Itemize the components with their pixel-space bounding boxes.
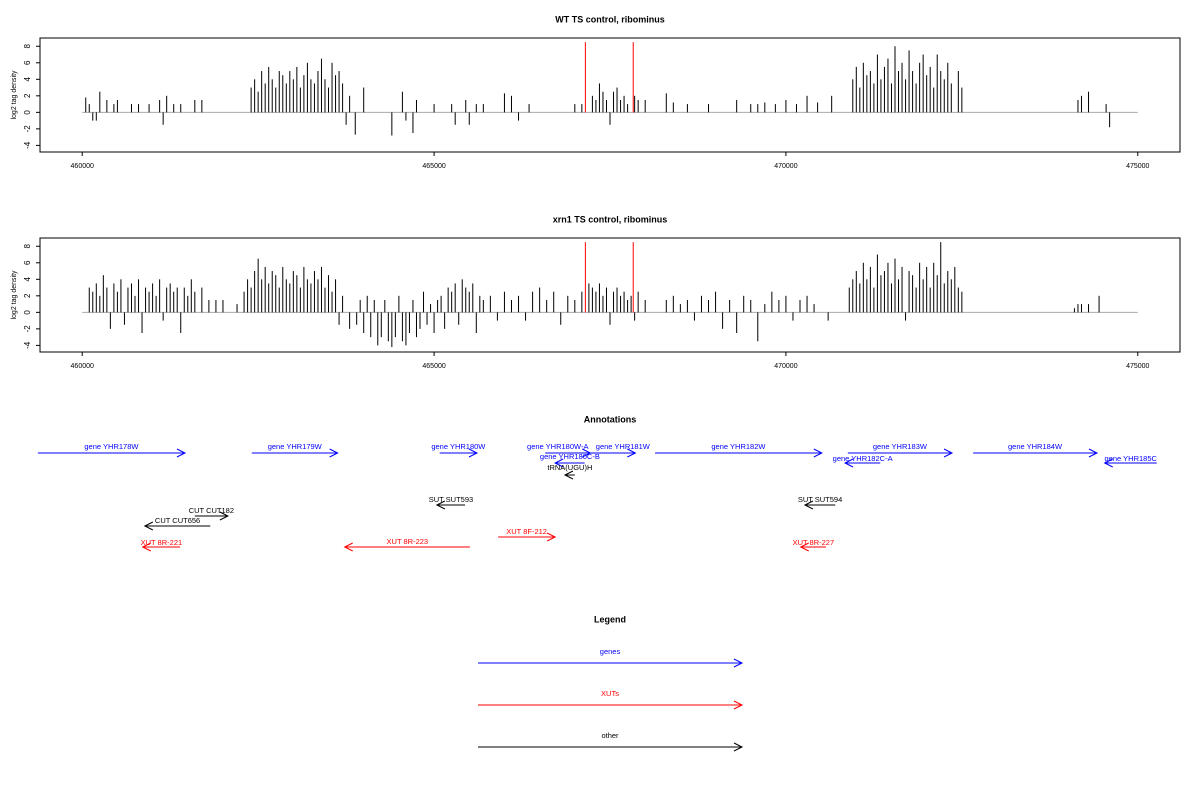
y-tick-label: 8 bbox=[23, 243, 32, 248]
feature-label: SUT SUT594 bbox=[798, 495, 842, 504]
feature-label: XUT 8R-227 bbox=[793, 538, 835, 547]
y-tick-label: -2 bbox=[23, 325, 32, 333]
y-tick-label: 6 bbox=[23, 60, 32, 65]
feature-label: gene YHR180C-B bbox=[540, 452, 600, 461]
feature-label: gene YHR183W bbox=[873, 442, 928, 451]
arrow-head bbox=[176, 448, 187, 458]
legend-title: Legend bbox=[594, 614, 626, 624]
feature-label: XUT 8R-221 bbox=[141, 538, 183, 547]
annotations-title: Annotations bbox=[584, 414, 637, 424]
feature-arrow bbox=[141, 542, 181, 552]
feature-label: gene YHR184W bbox=[1008, 442, 1063, 451]
arrow-head bbox=[329, 448, 339, 458]
arrow-head bbox=[343, 542, 353, 552]
chart-title: xrn1 TS control, ribominus bbox=[553, 214, 668, 224]
feature-arrow bbox=[37, 448, 187, 458]
arrow-head bbox=[468, 448, 479, 458]
feature-arrow bbox=[143, 521, 211, 531]
arrow-head bbox=[1103, 458, 1113, 468]
y-tick-label: 4 bbox=[23, 277, 32, 282]
feature-label: gene YHR182W bbox=[711, 442, 766, 451]
arrow-head bbox=[733, 742, 744, 752]
x-tick-label: 460000 bbox=[71, 363, 94, 370]
arrow-head bbox=[943, 448, 954, 458]
feature-label: gene YHR182C-A bbox=[833, 454, 893, 463]
arrow-head bbox=[1088, 448, 1099, 458]
feature-label: gene YHR180W-A bbox=[527, 442, 588, 451]
x-tick-label: 475000 bbox=[1126, 363, 1149, 370]
y-axis-label: log2 tag density bbox=[11, 70, 18, 120]
arrow-head bbox=[553, 458, 564, 468]
legend-arrow bbox=[478, 700, 744, 710]
feature-label: XUT 8R-223 bbox=[387, 537, 429, 546]
feature-arrow bbox=[803, 500, 836, 510]
y-axis-label: log2 tag density bbox=[11, 270, 18, 320]
chart-title: WT TS control, ribominus bbox=[555, 14, 665, 24]
arrow-head bbox=[803, 500, 814, 510]
arrow-head bbox=[219, 511, 230, 521]
feature-arrow bbox=[439, 448, 479, 458]
feature-label: gene YHR179W bbox=[268, 442, 323, 451]
feature-arrow bbox=[435, 500, 466, 510]
x-tick-label: 465000 bbox=[422, 163, 445, 170]
feature-label: tRNA(UGU)H bbox=[547, 463, 592, 472]
feature-arrow bbox=[590, 448, 637, 458]
feature-label: gene YHR185C bbox=[1105, 454, 1158, 463]
arrow-head bbox=[733, 658, 744, 668]
feature-label: gene YHR181W bbox=[596, 442, 651, 451]
feature-arrow bbox=[843, 458, 881, 468]
arrow-head bbox=[843, 458, 854, 468]
x-tick-label: 475000 bbox=[1126, 163, 1149, 170]
feature-arrow bbox=[194, 511, 230, 521]
y-tick-label: 8 bbox=[23, 43, 32, 48]
feature-label: gene YHR178W bbox=[84, 442, 139, 451]
y-tick-label: -4 bbox=[23, 341, 32, 349]
feature-label: gene YHR180W bbox=[431, 442, 486, 451]
feature-arrow bbox=[553, 458, 585, 468]
feature-arrow bbox=[847, 448, 954, 458]
feature-arrow bbox=[1103, 458, 1157, 468]
arrow-head bbox=[435, 500, 446, 510]
x-tick-label: 460000 bbox=[71, 163, 94, 170]
feature-label: XUT 8F-212 bbox=[506, 527, 547, 536]
arrow-head bbox=[143, 521, 154, 531]
x-tick-label: 470000 bbox=[774, 163, 797, 170]
legend-arrow bbox=[478, 742, 744, 752]
feature-label: SUT SUT593 bbox=[429, 495, 473, 504]
y-tick-label: 4 bbox=[23, 77, 32, 82]
legend-label: other bbox=[601, 731, 619, 740]
plot-frame bbox=[39, 237, 1181, 353]
feature-arrow bbox=[251, 448, 339, 458]
feature-arrow bbox=[498, 532, 557, 542]
y-tick-label: 0 bbox=[23, 110, 32, 115]
x-tick-label: 465000 bbox=[422, 363, 445, 370]
arrow-head bbox=[813, 448, 823, 458]
x-tick-label: 470000 bbox=[774, 363, 797, 370]
arrow-head bbox=[733, 700, 744, 710]
arrow-head bbox=[627, 448, 637, 458]
y-tick-label: 6 bbox=[23, 260, 32, 265]
feature-arrow bbox=[655, 448, 823, 458]
arrow-head bbox=[799, 542, 809, 552]
feature-arrow bbox=[563, 470, 575, 480]
feature-arrow bbox=[973, 448, 1099, 458]
y-tick-label: -4 bbox=[23, 141, 32, 149]
legend-arrow bbox=[478, 658, 744, 668]
legend-label: XUTs bbox=[601, 689, 619, 698]
plot-frame bbox=[39, 37, 1181, 153]
y-tick-label: 2 bbox=[23, 293, 32, 298]
feature-arrow bbox=[799, 542, 827, 552]
feature-arrow bbox=[343, 542, 470, 552]
arrow-head bbox=[563, 470, 574, 480]
arrow-head bbox=[141, 542, 151, 552]
legend-label: genes bbox=[600, 647, 621, 656]
y-tick-label: -2 bbox=[23, 125, 32, 133]
y-tick-label: 0 bbox=[23, 310, 32, 315]
y-tick-label: 2 bbox=[23, 93, 32, 98]
feature-label: CUT CUT656 bbox=[155, 516, 200, 525]
arrow-head bbox=[546, 532, 557, 542]
feature-label: CUT CUT182 bbox=[189, 506, 234, 515]
